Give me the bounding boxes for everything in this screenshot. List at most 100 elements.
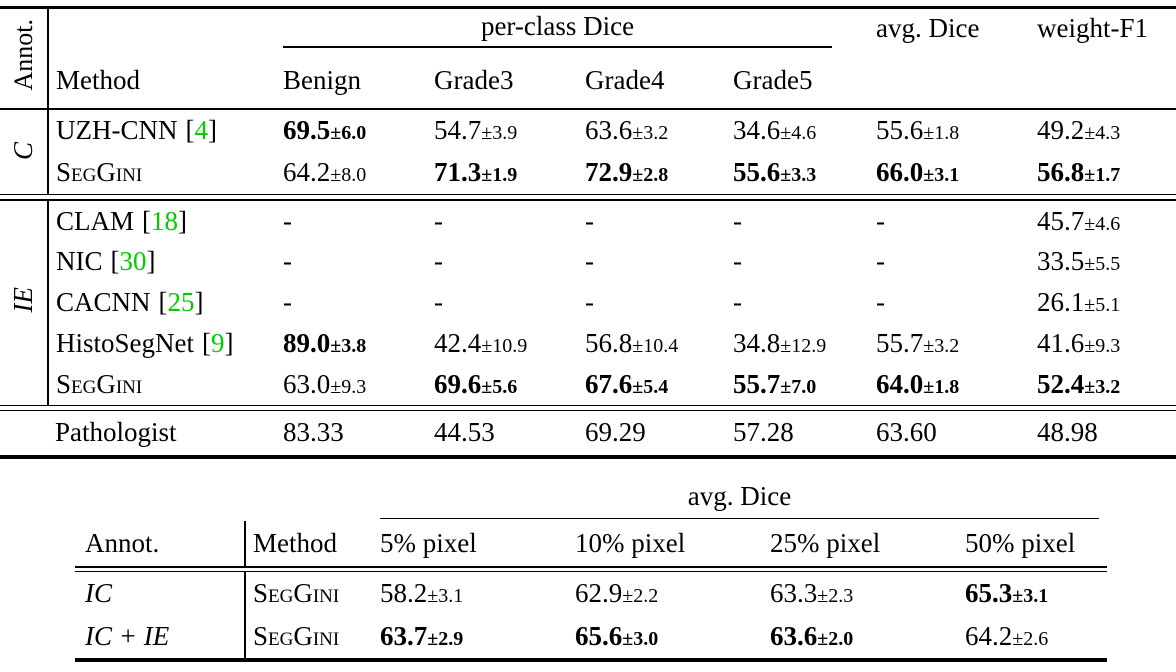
table-row: HistoSegNet [9] 89.0±3.8 42.4±10.9 56.8±10.4… bbox=[0, 323, 1176, 364]
value-cell: 42.4±10.9 bbox=[434, 323, 585, 364]
method-name: SegGini bbox=[253, 578, 340, 609]
value-cell: - bbox=[876, 282, 1037, 323]
mean-value: 63.6 bbox=[770, 621, 818, 651]
std-value: 2.8 bbox=[643, 164, 669, 187]
method-header-2: Method bbox=[244, 521, 380, 567]
std-value: 3.1 bbox=[438, 585, 464, 608]
plus-minus-sign: ± bbox=[1084, 294, 1096, 316]
value-cell: 48.98 bbox=[1037, 417, 1098, 448]
value-cell: 54.7±3.9 bbox=[434, 109, 585, 152]
std-value: 3.8 bbox=[341, 335, 367, 357]
value-cell: 58.2±3.1 bbox=[380, 572, 575, 616]
value-cell: 55.6±3.3 bbox=[733, 152, 876, 195]
col-header-5pct: 5% pixel bbox=[380, 528, 477, 558]
mean-value: 55.7 bbox=[876, 328, 924, 358]
plus-minus-sign: ± bbox=[780, 335, 792, 357]
value-cell: - bbox=[876, 241, 1037, 282]
value-cell: 56.8±10.4 bbox=[585, 323, 733, 364]
plus-minus-sign: ± bbox=[780, 164, 792, 187]
no-value-dash: - bbox=[876, 287, 886, 317]
avg-dice-header: avg. Dice bbox=[876, 13, 980, 43]
value-cell: - bbox=[585, 241, 733, 282]
plus-minus-sign: ± bbox=[817, 585, 829, 608]
std-value: 10.4 bbox=[643, 335, 679, 357]
no-value-dash: - bbox=[585, 287, 594, 317]
plus-minus-sign: ± bbox=[427, 585, 439, 608]
method-cell: CACNN [25] bbox=[47, 282, 283, 323]
plus-minus-sign: ± bbox=[330, 335, 342, 357]
method-header: Method bbox=[47, 52, 283, 110]
rule-divider bbox=[75, 566, 1108, 572]
header-row-columns: Method Benign Grade3 Grade4 Grade5 bbox=[0, 52, 1176, 110]
value-cell: 69.6±5.6 bbox=[434, 364, 585, 405]
value-cell: 55.7±7.0 bbox=[733, 364, 876, 405]
per-class-dice-label: per-class Dice bbox=[283, 9, 833, 48]
col-header-benign: Benign bbox=[283, 52, 434, 110]
plus-minus-sign: ± bbox=[632, 122, 644, 144]
method-cell: UZH-CNN [4] bbox=[47, 108, 283, 152]
plus-minus-sign: ± bbox=[481, 164, 493, 187]
citation-number: 18 bbox=[151, 205, 179, 236]
value-cell: 63.3±2.3 bbox=[770, 572, 965, 616]
mean-value: 34.8 bbox=[733, 328, 781, 358]
mean-value: 55.7 bbox=[733, 368, 781, 399]
col-header-50pct: 50% pixel bbox=[965, 528, 1076, 558]
col-header-25pct: 25% pixel bbox=[770, 528, 881, 558]
std-value: 2.3 bbox=[828, 585, 854, 608]
std-value: 6.0 bbox=[341, 122, 367, 144]
value-cell: 64.2±2.6 bbox=[965, 616, 1107, 660]
value-cell: 69.29 bbox=[585, 417, 646, 448]
std-value: 3.1 bbox=[1023, 585, 1049, 608]
citation-ref: [18] bbox=[142, 205, 188, 236]
method-cell: CLAM [18] bbox=[47, 200, 283, 241]
citation-ref: [30] bbox=[110, 246, 156, 276]
plus-minus-sign: ± bbox=[427, 628, 439, 650]
mean-value: 71.3 bbox=[434, 157, 482, 188]
std-value: 2.2 bbox=[633, 585, 659, 608]
std-value: 1.7 bbox=[1095, 164, 1121, 187]
plus-minus-sign: ± bbox=[330, 122, 342, 144]
citation-ref: [9] bbox=[202, 328, 234, 358]
value-cell: 63.60 bbox=[876, 417, 937, 448]
mean-value: 67.6 bbox=[585, 368, 633, 399]
plus-minus-sign: ± bbox=[1084, 253, 1096, 275]
value-cell: - bbox=[733, 282, 876, 323]
mean-value: 63.7 bbox=[380, 621, 428, 651]
results-table-main: Annot. per-class Dice avg. Dice weight-F… bbox=[0, 6, 1176, 459]
mean-value: 65.6 bbox=[575, 621, 623, 651]
method-cell: SegGini bbox=[244, 571, 380, 616]
col-header-grade4: Grade4 bbox=[585, 52, 733, 110]
table-row: CACNN [25] - - - - -26.1±5.1 bbox=[0, 282, 1176, 323]
method-name: UZH-CNN bbox=[56, 115, 178, 145]
pathologist-row: Pathologist 83.33 44.53 69.29 57.28 63.60 48.9… bbox=[0, 410, 1176, 457]
no-value-dash: - bbox=[434, 205, 443, 236]
mean-value: 72.9 bbox=[585, 157, 633, 188]
mean-value: 42.4 bbox=[434, 328, 482, 358]
value-cell: 63.7±2.9 bbox=[380, 616, 575, 660]
mean-value: 34.6 bbox=[733, 115, 781, 145]
std-value: 4.3 bbox=[1095, 122, 1121, 144]
value-cell: 52.4±3.2 bbox=[1037, 364, 1176, 405]
annotation-group-text: IE bbox=[8, 286, 38, 312]
std-value: 5.6 bbox=[492, 375, 518, 398]
std-value: 3.1 bbox=[934, 164, 960, 187]
std-value: 1.9 bbox=[492, 164, 518, 187]
citation-ref: [4] bbox=[185, 115, 218, 145]
std-value: 5.5 bbox=[1095, 253, 1121, 275]
value-cell: 63.6±3.2 bbox=[585, 109, 733, 152]
mean-value: 69.6 bbox=[434, 368, 482, 399]
plus-minus-sign: ± bbox=[1084, 122, 1096, 144]
value-cell: 55.7±3.2 bbox=[876, 323, 1037, 364]
mean-value: 49.2 bbox=[1037, 115, 1085, 145]
plus-minus-sign: ± bbox=[632, 335, 644, 357]
table-row: SegGini 63.0±9.3 69.6±5.6 67.6±5.4 55.7±7.0 6… bbox=[0, 364, 1176, 405]
mean-value: 26.1 bbox=[1037, 287, 1085, 317]
plus-minus-sign: ± bbox=[481, 122, 493, 144]
mean-value: 33.5 bbox=[1037, 246, 1085, 276]
no-value-dash: - bbox=[283, 246, 292, 276]
col-header-grade3: Grade3 bbox=[434, 52, 585, 110]
value-cell: 89.0±3.8 bbox=[283, 323, 434, 364]
plus-minus-sign: ± bbox=[1084, 375, 1096, 398]
value-cell: - bbox=[434, 282, 585, 323]
plus-minus-sign: ± bbox=[1084, 212, 1096, 235]
